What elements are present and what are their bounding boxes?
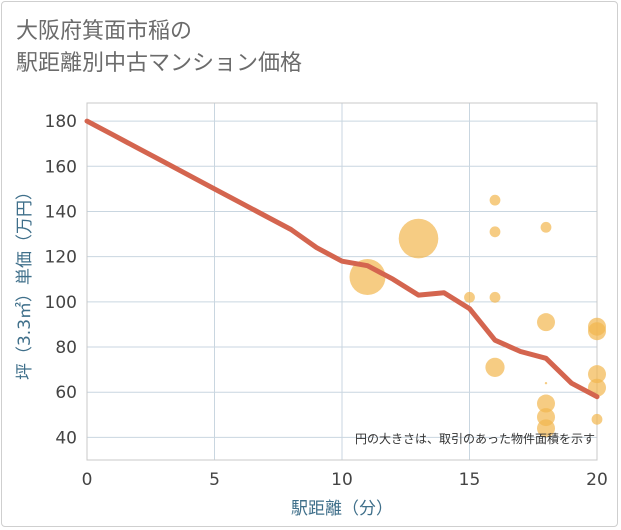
y-tick-label-3: 100: [45, 293, 77, 313]
data-point-1: [398, 218, 439, 259]
chart-title: 大阪府箕面市稲の 駅距離別中古マンション価格: [16, 16, 302, 80]
data-point-9: [544, 381, 548, 385]
data-point-5: [489, 291, 501, 303]
data-point-15: [588, 365, 606, 384]
x-tick-label-4: 20: [586, 470, 608, 490]
data-point-10: [537, 394, 555, 413]
data-point-4: [489, 226, 501, 238]
y-tick-label-5: 140: [45, 202, 77, 222]
y-tick-label-0: 40: [55, 428, 77, 448]
bubble-series: [349, 194, 606, 438]
y-axis-title: 坪（3.3㎡）単価（万円）: [15, 183, 35, 380]
x-tick-label-2: 10: [331, 470, 353, 490]
x-tick-labels: 0 5 10 15 20: [82, 470, 608, 490]
x-tick-label-3: 15: [459, 470, 481, 490]
y-tick-label-4: 120: [45, 248, 77, 268]
plot-area: [86, 102, 598, 461]
data-point-12: [537, 419, 555, 438]
data-point-2: [464, 291, 475, 303]
x-tick-label-1: 5: [209, 470, 220, 490]
trend-line: [84, 118, 600, 400]
y-tick-label-2: 80: [55, 338, 77, 358]
chart-title-line-2: 駅距離別中古マンション価格: [16, 51, 303, 76]
y-tick-label-7: 180: [45, 112, 77, 132]
x-tick-label-0: 0: [82, 470, 93, 490]
y-tick-labels: 40 60 80 100 120 140 160 180: [45, 112, 77, 448]
y-tick-label-6: 160: [45, 157, 77, 177]
y-tick-label-1: 60: [55, 383, 77, 403]
data-point-6: [485, 357, 505, 377]
data-point-8: [537, 313, 555, 332]
grid-lines: [86, 103, 598, 460]
data-point-17: [591, 413, 603, 425]
data-point-14: [588, 322, 606, 341]
data-point-3: [489, 194, 501, 206]
chart-title-line-1: 大阪府箕面市稲の: [16, 19, 193, 44]
x-axis-title: 駅距離（分）: [291, 499, 393, 519]
data-point-7: [540, 221, 552, 233]
size-annotation: 円の大きさは、取引のあった物件面積を示す: [355, 431, 595, 446]
